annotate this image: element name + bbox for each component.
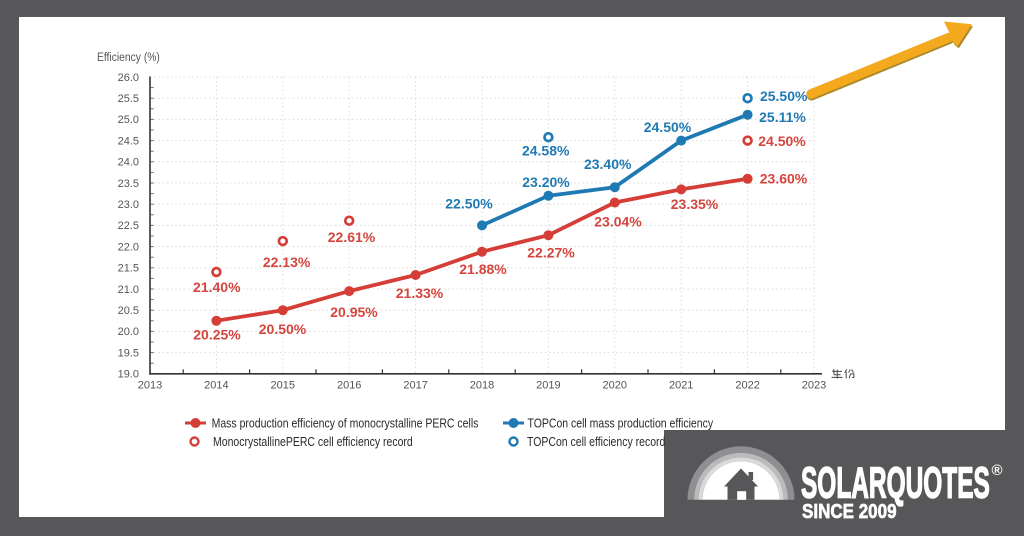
svg-text:SOLARQUOTES: SOLARQUOTES [801, 458, 990, 507]
svg-text:23.04%: 23.04% [594, 213, 642, 229]
svg-text:21.0: 21.0 [118, 284, 139, 296]
svg-text:23.35%: 23.35% [671, 196, 719, 212]
svg-text:19.5: 19.5 [118, 347, 139, 359]
svg-text:25.0: 25.0 [118, 114, 139, 126]
svg-text:23.40%: 23.40% [584, 156, 632, 172]
svg-text:23.5: 23.5 [118, 178, 139, 190]
svg-text:23.0: 23.0 [118, 199, 139, 211]
svg-text:24.5: 24.5 [118, 135, 139, 147]
svg-text:20.5: 20.5 [118, 305, 139, 317]
svg-text:2015: 2015 [271, 379, 295, 391]
svg-text:25.5: 25.5 [118, 93, 139, 105]
svg-text:2016: 2016 [337, 379, 361, 391]
svg-text:2023: 2023 [802, 379, 826, 391]
svg-text:22.5: 22.5 [118, 220, 139, 232]
svg-text:21.33%: 21.33% [396, 285, 444, 301]
svg-text:2021: 2021 [669, 379, 693, 391]
svg-text:24.0: 24.0 [118, 157, 139, 169]
svg-text:Mass production efficiency of: Mass production efficiency of monocrysta… [212, 418, 479, 431]
svg-text:24.50%: 24.50% [644, 119, 692, 135]
svg-text:2020: 2020 [603, 379, 627, 391]
svg-text:TOPCon cell efficiency record: TOPCon cell efficiency record [527, 436, 665, 449]
svg-text:TOPCon cell mass production ef: TOPCon cell mass production efficiency [528, 418, 714, 431]
svg-text:22.0: 22.0 [118, 241, 139, 253]
svg-text:22.61%: 22.61% [328, 229, 376, 245]
svg-text:21.40%: 21.40% [193, 279, 241, 295]
svg-text:22.50%: 22.50% [445, 195, 493, 211]
svg-text:2013: 2013 [138, 379, 162, 391]
svg-text:20.95%: 20.95% [330, 304, 378, 320]
svg-text:25.11%: 25.11% [759, 109, 806, 125]
svg-text:25.50%: 25.50% [760, 88, 808, 104]
svg-text:23.60%: 23.60% [760, 170, 808, 186]
svg-text:21.88%: 21.88% [459, 261, 507, 277]
svg-text:20.0: 20.0 [118, 326, 139, 338]
svg-text:2014: 2014 [204, 379, 228, 391]
svg-text:24.50%: 24.50% [758, 133, 806, 149]
svg-text:23.20%: 23.20% [522, 174, 570, 190]
svg-text:2018: 2018 [470, 379, 494, 391]
svg-text:19.0: 19.0 [118, 369, 139, 381]
svg-text:20.25%: 20.25% [193, 326, 241, 342]
svg-text:2017: 2017 [403, 379, 427, 391]
svg-text:SINCE 2009: SINCE 2009 [802, 499, 897, 522]
svg-text:26.0: 26.0 [118, 72, 139, 84]
svg-text:2019: 2019 [536, 379, 560, 391]
svg-text:®: ® [992, 462, 1003, 479]
svg-text:24.58%: 24.58% [522, 143, 570, 159]
svg-text:20.50%: 20.50% [259, 321, 307, 337]
svg-text:2022: 2022 [735, 379, 759, 391]
svg-text:22.27%: 22.27% [527, 244, 575, 260]
svg-text:22.13%: 22.13% [263, 254, 311, 270]
svg-text:MonocrystallinePERC cell effic: MonocrystallinePERC cell efficiency reco… [213, 436, 413, 449]
svg-text:21.5: 21.5 [118, 263, 139, 275]
svg-text:Efficiency (%): Efficiency (%) [97, 51, 160, 64]
